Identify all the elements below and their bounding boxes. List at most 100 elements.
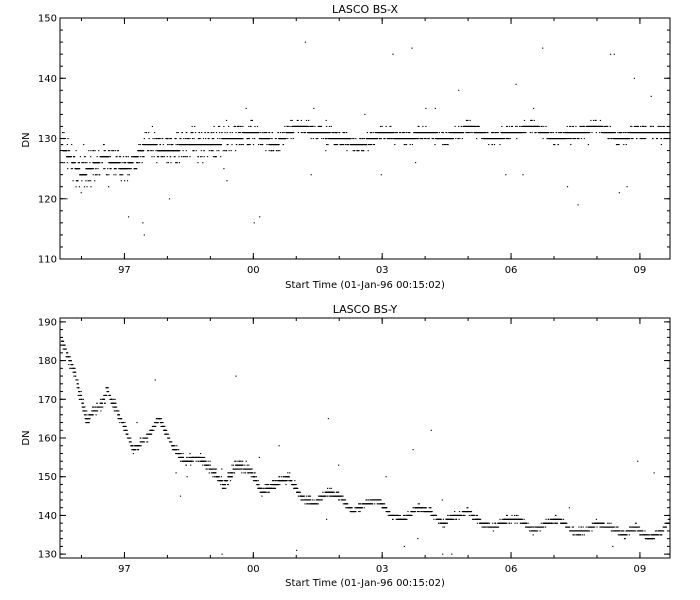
data-point: [156, 418, 158, 420]
data-point: [410, 514, 412, 516]
data-point: [137, 449, 140, 451]
data-point: [252, 472, 254, 474]
data-point: [258, 144, 260, 146]
data-point: [362, 138, 364, 140]
data-point: [104, 150, 106, 152]
data-point: [189, 456, 191, 458]
data-point: [151, 156, 153, 158]
data-point: [545, 518, 547, 520]
data-point: [118, 414, 121, 416]
data-point: [495, 522, 497, 524]
data-point: [637, 125, 639, 127]
data-point: [150, 433, 152, 435]
data-point: [345, 507, 347, 509]
data-point: [71, 168, 73, 170]
data-point: [274, 487, 276, 489]
data-point: [152, 138, 154, 140]
data-point: [412, 507, 414, 509]
data-point: [572, 526, 574, 528]
data-point: [164, 433, 166, 435]
data-point: [519, 125, 521, 127]
data-point: [118, 156, 121, 158]
data-point: [93, 168, 95, 170]
data-point: [346, 132, 348, 134]
data-point: [282, 476, 285, 478]
data-point: [228, 472, 230, 474]
data-point: [562, 518, 565, 520]
data-point: [382, 503, 384, 505]
data-point: [570, 138, 572, 140]
data-point: [165, 138, 167, 140]
data-point: [179, 460, 182, 462]
data-point: [66, 162, 68, 164]
data-point: [423, 138, 425, 140]
data-point: [652, 125, 654, 127]
data-point: [242, 132, 244, 134]
data-point: [179, 456, 181, 458]
data-point: [90, 156, 92, 158]
data-point: [217, 480, 219, 482]
data-point: [378, 503, 380, 505]
data-point: [446, 522, 448, 524]
data-point: [434, 144, 436, 146]
data-point: [342, 495, 344, 497]
data-point: [212, 138, 214, 140]
data-point: [453, 518, 455, 520]
data-point: [332, 491, 334, 493]
data-point: [200, 453, 202, 455]
data-point: [182, 156, 184, 158]
data-point: [552, 132, 554, 134]
data-point: [142, 222, 144, 224]
data-point: [319, 125, 321, 127]
data-point: [394, 144, 396, 146]
x-tick-labels: 97 00 03 06 09: [118, 564, 646, 575]
data-point: [298, 491, 301, 493]
data-point: [399, 132, 401, 134]
data-point: [399, 514, 401, 516]
data-point: [570, 144, 572, 146]
data-point: [92, 414, 94, 416]
data-point: [327, 487, 329, 489]
data-point: [120, 180, 122, 182]
data-point: [366, 144, 368, 146]
data-point: [556, 522, 558, 524]
data-point: [72, 371, 74, 373]
data-point: [443, 526, 446, 528]
data-point: [210, 150, 212, 152]
data-point: [248, 464, 250, 466]
data-point: [178, 162, 180, 164]
data-point: [341, 144, 343, 146]
data-point: [327, 144, 329, 146]
data-point: [114, 398, 116, 400]
data-point: [418, 125, 420, 127]
data-point: [312, 125, 314, 127]
data-point: [143, 437, 145, 439]
data-point: [300, 499, 302, 501]
data-point: [235, 132, 237, 134]
data-point: [617, 132, 619, 134]
data-point: [138, 144, 140, 146]
data-point: [380, 138, 382, 140]
data-point: [613, 132, 615, 134]
data-point: [311, 499, 313, 501]
data-point: [438, 522, 440, 524]
data-point: [103, 402, 106, 404]
data-point: [233, 472, 236, 474]
data-point: [213, 468, 216, 470]
data-point: [451, 514, 453, 516]
data-point: [338, 499, 340, 501]
data-point: [422, 507, 424, 509]
data-point: [367, 144, 370, 146]
data-point: [419, 138, 421, 140]
data-point: [502, 138, 504, 140]
data-point: [189, 138, 191, 140]
data-point: [604, 125, 606, 127]
data-point: [442, 144, 444, 146]
data-point: [82, 410, 84, 412]
data-point: [588, 132, 590, 134]
data-point: [581, 125, 583, 127]
data-point: [85, 162, 87, 164]
data-point: [224, 484, 226, 486]
data-point: [151, 425, 153, 427]
data-point: [142, 437, 144, 439]
